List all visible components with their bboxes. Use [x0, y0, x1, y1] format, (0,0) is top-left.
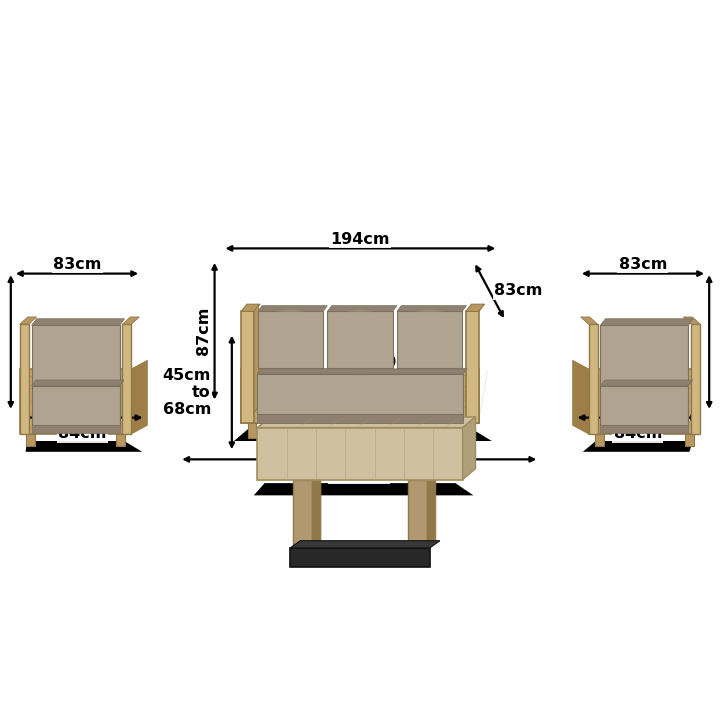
Polygon shape [19, 324, 29, 433]
Ellipse shape [263, 310, 318, 341]
Polygon shape [32, 386, 120, 426]
Polygon shape [691, 324, 701, 433]
Text: 83cm: 83cm [53, 257, 102, 271]
Polygon shape [254, 483, 474, 495]
Polygon shape [19, 317, 37, 324]
Polygon shape [241, 369, 479, 423]
Polygon shape [241, 304, 260, 311]
Polygon shape [589, 369, 701, 433]
Polygon shape [258, 417, 475, 428]
Polygon shape [32, 380, 124, 386]
Polygon shape [257, 369, 467, 374]
Polygon shape [328, 311, 392, 369]
Polygon shape [257, 414, 463, 423]
Ellipse shape [609, 330, 680, 363]
Polygon shape [427, 472, 436, 548]
Polygon shape [258, 311, 323, 369]
Polygon shape [258, 428, 462, 480]
Polygon shape [258, 305, 328, 311]
Polygon shape [254, 304, 258, 412]
Text: 45cm
to
68cm: 45cm to 68cm [163, 367, 211, 418]
Polygon shape [132, 361, 147, 433]
Polygon shape [583, 441, 693, 452]
Polygon shape [462, 417, 475, 480]
Polygon shape [241, 311, 254, 423]
Polygon shape [397, 305, 467, 311]
Text: 194cm: 194cm [330, 232, 390, 246]
Text: 84cm: 84cm [613, 426, 662, 441]
Polygon shape [600, 325, 688, 386]
Ellipse shape [333, 310, 387, 341]
Polygon shape [19, 369, 132, 433]
Polygon shape [122, 324, 132, 433]
Polygon shape [257, 374, 463, 414]
Polygon shape [685, 433, 694, 446]
Polygon shape [600, 380, 693, 386]
Polygon shape [466, 311, 479, 423]
Polygon shape [116, 433, 125, 446]
Polygon shape [683, 317, 701, 324]
Polygon shape [600, 386, 688, 426]
Text: 83cm: 83cm [494, 284, 543, 298]
Polygon shape [26, 433, 35, 446]
Polygon shape [293, 480, 312, 548]
Polygon shape [290, 548, 430, 567]
Polygon shape [26, 441, 143, 452]
Text: 80cm: 80cm [374, 355, 423, 369]
Polygon shape [122, 317, 140, 324]
Polygon shape [316, 423, 323, 438]
Ellipse shape [402, 310, 457, 341]
Polygon shape [32, 426, 120, 433]
Polygon shape [466, 304, 485, 311]
Polygon shape [312, 472, 321, 548]
Polygon shape [580, 317, 598, 324]
Ellipse shape [40, 330, 111, 363]
Text: 84cm: 84cm [58, 426, 107, 441]
Polygon shape [248, 423, 256, 438]
Polygon shape [600, 319, 693, 325]
Polygon shape [328, 305, 397, 311]
Text: 87cm: 87cm [196, 307, 210, 356]
Polygon shape [32, 319, 125, 325]
Polygon shape [234, 429, 492, 441]
Text: 83cm: 83cm [618, 257, 667, 271]
Polygon shape [32, 325, 120, 386]
Polygon shape [408, 480, 427, 548]
Polygon shape [290, 541, 440, 548]
Polygon shape [600, 426, 688, 433]
Text: 140cm: 140cm [330, 468, 389, 483]
Polygon shape [397, 311, 462, 369]
Polygon shape [573, 361, 589, 433]
Polygon shape [397, 423, 404, 438]
Polygon shape [589, 324, 598, 433]
Polygon shape [595, 433, 604, 446]
Polygon shape [464, 423, 472, 438]
